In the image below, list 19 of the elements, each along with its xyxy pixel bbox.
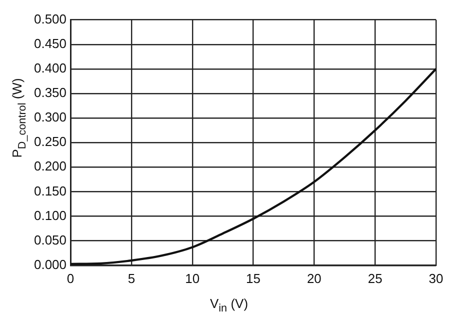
x-axis-title: V$_{in}$ (V) bbox=[210, 296, 248, 315]
y-tick-label: 0.450 bbox=[34, 36, 67, 51]
x-tick-label: 5 bbox=[128, 270, 136, 286]
x-tick-label: 10 bbox=[185, 270, 200, 286]
x-tick-label: 0 bbox=[66, 270, 74, 286]
y-tick-label: 0.500 bbox=[34, 11, 67, 26]
y-tick-label: 0.050 bbox=[34, 232, 67, 248]
y-tick-label: 0.400 bbox=[34, 60, 67, 76]
y-tick-label: 0.000 bbox=[34, 256, 67, 272]
x-tick-label: 25 bbox=[368, 270, 382, 286]
x-tick-label: 20 bbox=[306, 270, 322, 286]
y-tick-label: 0.100 bbox=[34, 208, 67, 223]
y-tick-label: 0.250 bbox=[34, 134, 67, 150]
y-tick-label: 0.200 bbox=[34, 158, 67, 174]
y-tick-label: 0.300 bbox=[34, 110, 67, 125]
y-tick-label: 0.350 bbox=[34, 85, 67, 100]
y-tick-label: 0.150 bbox=[34, 183, 67, 198]
x-tick-label: 15 bbox=[246, 270, 260, 286]
x-tick-label: 30 bbox=[428, 270, 444, 286]
